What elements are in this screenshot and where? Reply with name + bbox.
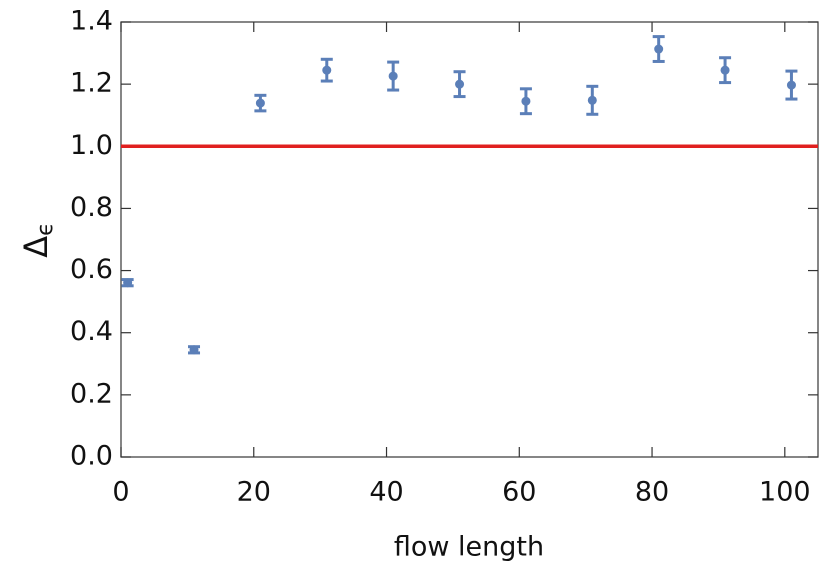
y-tick-label: 0.8 — [70, 192, 113, 223]
point — [189, 345, 199, 355]
x-tick-label: 100 — [759, 477, 811, 508]
point — [786, 80, 796, 90]
x-tick-label: 80 — [635, 477, 669, 508]
y-axis-label-main: Δ — [17, 236, 55, 258]
point — [455, 79, 465, 89]
point — [720, 65, 730, 75]
y-tick-label: 0.2 — [70, 378, 113, 409]
point — [255, 98, 265, 108]
point — [322, 65, 332, 75]
y-tick-label: 0.6 — [70, 254, 113, 285]
x-tick-label: 40 — [369, 477, 403, 508]
y-axis-label-subscript: ϵ — [33, 222, 58, 236]
y-tick-label: 0.0 — [70, 441, 113, 472]
point — [521, 96, 531, 106]
y-tick-label: 1.0 — [70, 130, 113, 161]
point — [123, 278, 133, 288]
point — [654, 44, 664, 54]
x-tick-label: 0 — [112, 477, 129, 508]
x-tick-label: 60 — [502, 477, 536, 508]
y-axis-label: Δϵ — [17, 222, 58, 257]
point — [388, 71, 398, 81]
x-tick-label: 20 — [237, 477, 271, 508]
x-axis-label: flow length — [394, 532, 544, 563]
plot-frame — [120, 21, 819, 458]
point — [587, 95, 597, 105]
y-tick-label: 1.2 — [70, 68, 113, 99]
y-tick-label: 1.4 — [70, 6, 113, 37]
y-tick-label: 0.4 — [70, 316, 113, 347]
